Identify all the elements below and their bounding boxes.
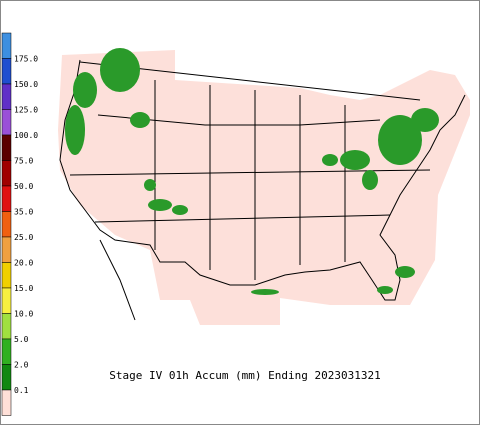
map-caption: Stage IV 01h Accum (mm) Ending 202303132…: [109, 369, 381, 382]
legend-label: 35.0: [14, 208, 33, 217]
legend-label: 2.0: [14, 361, 29, 370]
legend-swatch: [1, 287, 12, 314]
coverage-area: [58, 50, 470, 325]
legend-label: 50.0: [14, 182, 33, 191]
legend-swatch: [1, 185, 12, 212]
legend-label: 25.0: [14, 233, 33, 242]
legend-swatch: [1, 32, 12, 59]
legend-swatch: [1, 389, 12, 416]
legend-swatch: [1, 211, 12, 238]
precip-areas: [65, 48, 439, 295]
legend-swatch: [1, 58, 12, 85]
legend-label: 5.0: [14, 335, 29, 344]
legend-swatch: [1, 364, 12, 391]
legend-swatch: [1, 338, 12, 365]
legend-label: 20.0: [14, 259, 33, 268]
legend-swatch: [1, 262, 12, 289]
legend-swatch: [1, 134, 12, 161]
legend-swatch: [1, 313, 12, 340]
legend-swatch: [1, 160, 12, 187]
legend-label: 100.0: [14, 131, 38, 140]
legend-label: 15.0: [14, 284, 33, 293]
legend-label: 0.1: [14, 386, 29, 395]
legend-swatch: [1, 236, 12, 263]
legend-swatch: [1, 109, 12, 136]
legend-swatch: [1, 83, 12, 110]
legend-label: 175.0: [14, 55, 38, 64]
legend-label: 75.0: [14, 157, 33, 166]
legend-label: 150.0: [14, 80, 38, 89]
legend-label: 10.0: [14, 310, 33, 319]
legend-label: 125.0: [14, 106, 38, 115]
